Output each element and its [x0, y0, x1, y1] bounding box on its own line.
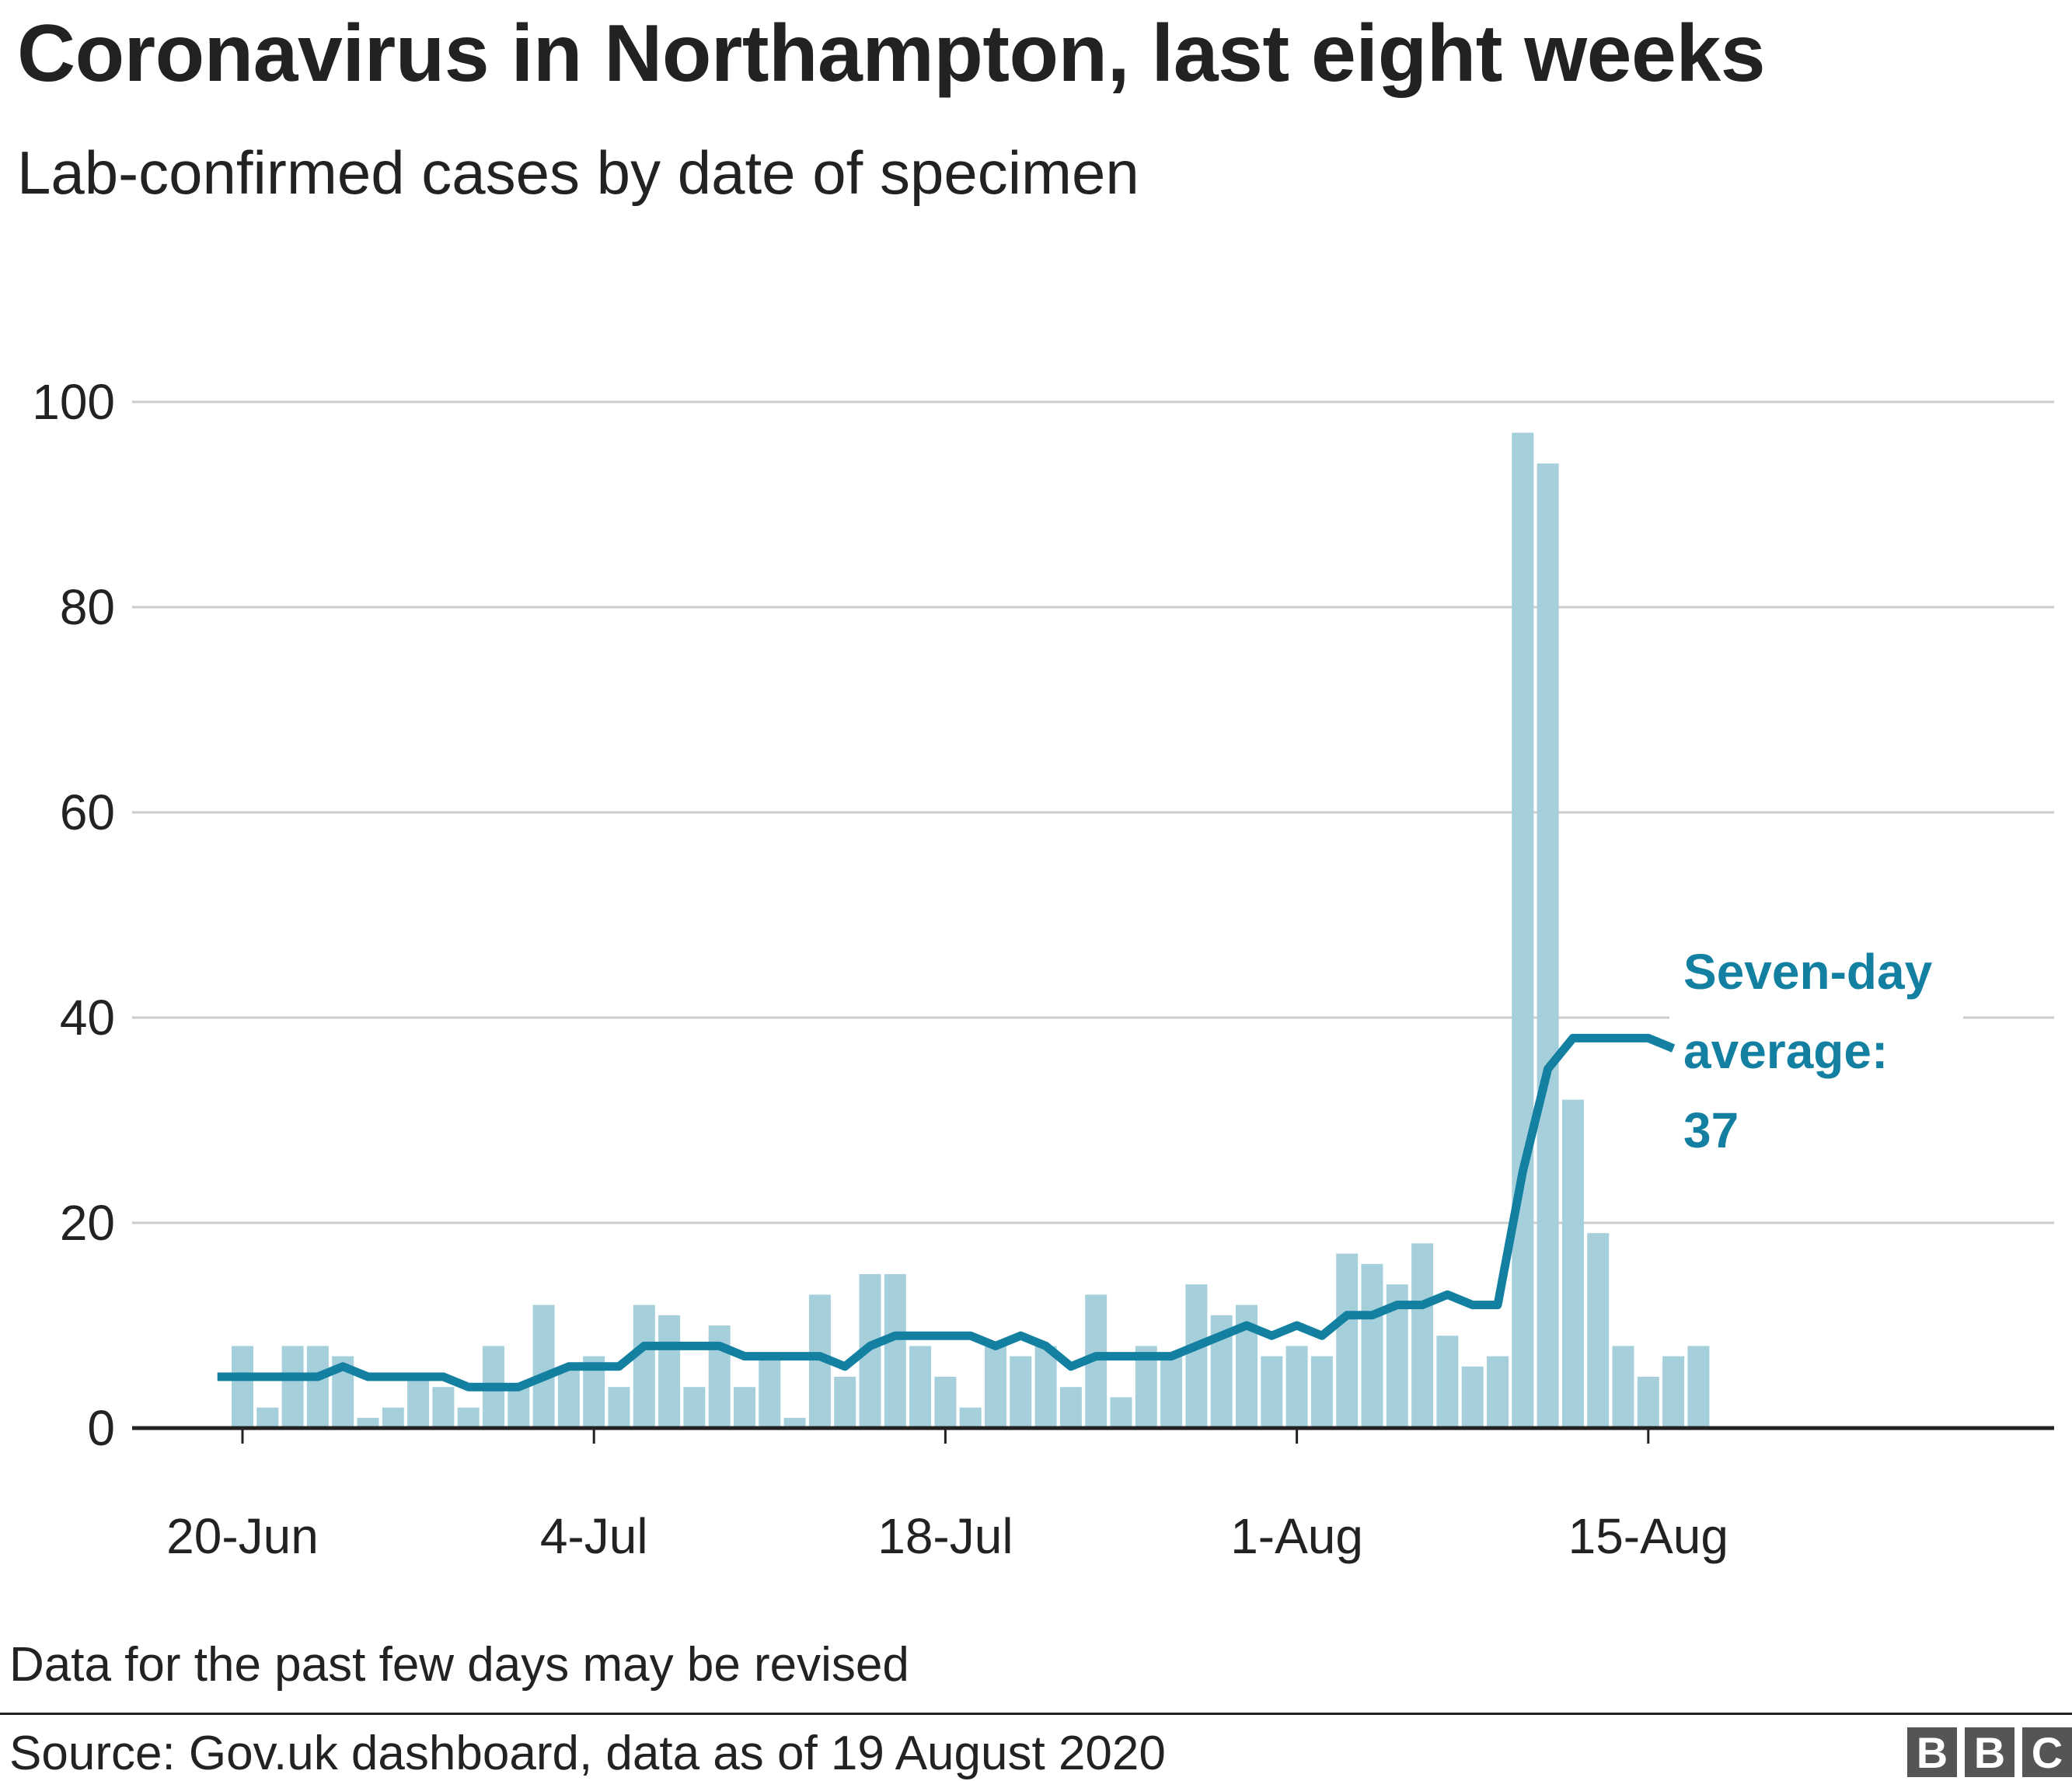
bar-day-37 — [1160, 1356, 1183, 1428]
bar-day-2 — [281, 1346, 304, 1428]
x-tick-label-1-Aug: 1-Aug — [1230, 1508, 1363, 1564]
bar-day-0 — [232, 1346, 253, 1428]
bar-day-48 — [1436, 1336, 1459, 1428]
annotation-background — [1669, 937, 1963, 1162]
bar-day-45 — [1361, 1263, 1383, 1428]
bar-day-53 — [1561, 1099, 1584, 1428]
footer-divider — [0, 1713, 2072, 1715]
bar-day-38 — [1185, 1284, 1208, 1428]
annotation-line-1: Seven-day — [1683, 944, 1933, 1000]
bar-day-49 — [1461, 1366, 1484, 1428]
bar-day-33 — [1059, 1387, 1082, 1428]
bar-day-28 — [934, 1377, 957, 1428]
bar-day-57 — [1662, 1356, 1685, 1428]
y-axis-ticks: 0 20 40 60 80 100 — [32, 374, 115, 1456]
bar-day-41 — [1261, 1356, 1283, 1428]
bbc-logo: B B C — [1907, 1727, 2072, 1777]
bar-day-54 — [1587, 1233, 1610, 1428]
bar-day-24 — [834, 1377, 856, 1428]
chart-subtitle: Lab-confirmed cases by date of specimen — [17, 138, 1139, 207]
source-text: Source: Gov.uk dashboard, data as of 19 … — [9, 1727, 1166, 1780]
bar-day-6 — [382, 1407, 404, 1428]
bar-day-43 — [1310, 1356, 1333, 1428]
seven-day-average-line — [217, 1033, 1676, 1392]
daily-case-bars — [232, 432, 1710, 1429]
bar-day-30 — [985, 1346, 1006, 1428]
bar-day-1 — [256, 1407, 279, 1428]
y-tick-label-20: 20 — [60, 1195, 115, 1251]
bar-day-31 — [1010, 1356, 1032, 1428]
bar-day-26 — [884, 1274, 906, 1428]
x-tick-label-15-Aug: 15-Aug — [1568, 1508, 1728, 1564]
x-tick-label-18-Jul: 18-Jul — [877, 1508, 1013, 1564]
seven-day-average-line-group — [217, 1033, 1676, 1392]
bar-day-22 — [783, 1417, 806, 1428]
bar-day-18 — [683, 1387, 706, 1428]
bbc-logo-letter-b2: B — [1965, 1727, 2014, 1777]
bar-day-58 — [1687, 1346, 1710, 1428]
bar-day-56 — [1637, 1377, 1659, 1428]
y-tick-label-0: 0 — [87, 1400, 115, 1456]
bar-day-55 — [1612, 1346, 1634, 1428]
bar-day-44 — [1336, 1253, 1359, 1428]
bar-day-17 — [658, 1315, 681, 1428]
y-tick-label-60: 60 — [60, 784, 115, 840]
bar-day-11 — [508, 1387, 530, 1428]
bar-day-32 — [1034, 1346, 1057, 1428]
bar-day-35 — [1110, 1397, 1132, 1428]
x-tick-label-4-Jul: 4-Jul — [540, 1508, 648, 1564]
x-axis-ticks: 20-Jun 4-Jul 18-Jul 1-Aug 15-Aug — [166, 1428, 1728, 1564]
bar-day-9 — [457, 1407, 480, 1428]
bar-day-51 — [1512, 432, 1534, 1428]
bar-day-42 — [1285, 1346, 1308, 1428]
bar-day-7 — [407, 1377, 430, 1428]
bar-day-15 — [608, 1387, 630, 1428]
bar-day-52 — [1537, 463, 1559, 1429]
seven-day-average-annotation: Seven-day average: 37 — [1683, 944, 1933, 1158]
bar-day-5 — [357, 1417, 379, 1428]
bar-day-8 — [432, 1387, 455, 1428]
bar-day-12 — [532, 1304, 555, 1428]
bar-day-20 — [734, 1387, 755, 1428]
y-tick-label-40: 40 — [60, 990, 115, 1046]
bar-day-50 — [1487, 1356, 1509, 1428]
bar-day-47 — [1411, 1243, 1434, 1428]
bbc-logo-letter-b1: B — [1907, 1727, 1957, 1777]
bar-day-27 — [909, 1346, 932, 1428]
revision-note: Data for the past few days may be revise… — [9, 1638, 909, 1692]
bar-day-13 — [557, 1366, 580, 1428]
annotation-line-3: 37 — [1683, 1102, 1739, 1158]
y-tick-label-80: 80 — [60, 579, 115, 635]
annotation-line-2: average: — [1683, 1023, 1888, 1079]
y-tick-label-100: 100 — [32, 374, 115, 430]
chart-area: 0 20 40 60 80 100 20-Jun 4-Jul 18-Jul 1-Aug 15-Au… — [32, 374, 2054, 1564]
bar-day-29 — [959, 1407, 982, 1428]
x-tick-label-20-Jun: 20-Jun — [166, 1508, 319, 1564]
bar-day-16 — [633, 1304, 655, 1428]
bar-day-19 — [708, 1325, 731, 1428]
bar-day-3 — [306, 1346, 329, 1428]
bbc-logo-letter-c: C — [2022, 1727, 2072, 1777]
bar-day-21 — [759, 1356, 781, 1428]
chart-title: Coronavirus in Northampton, last eight w… — [17, 9, 1766, 99]
